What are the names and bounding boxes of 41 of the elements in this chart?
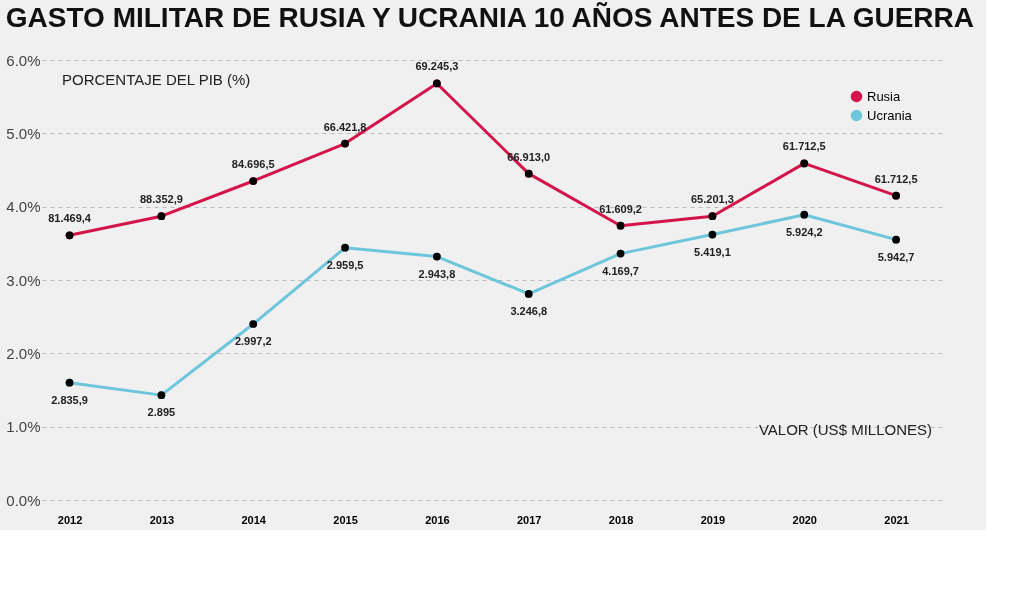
annotation: 4.169,7 [602,264,639,277]
x-tick-label: 2013 [149,513,175,526]
annotation: 88.352,9 [139,193,183,206]
x-tick-label: 2021 [884,513,909,526]
x-tick-label: 2016 [425,513,450,526]
legend-label: Ucrania [867,107,913,123]
annotation: 2.997,2 [234,335,272,347]
x-tick-label: 2017 [516,513,542,526]
annotation: 65.201,3 [690,193,734,206]
annotation: VALOR (US$ MILLONES) [758,421,932,438]
annotation: 2.895 [147,406,176,419]
y-axis-title: PORCENTAJE DEL PIB (%) [62,71,251,88]
y-tick-label: 1.0% [6,418,41,436]
y-tick-label: 2.0% [6,344,41,362]
annotation: 5.924,2 [785,225,823,238]
annotation: 81.469,4 [48,212,92,225]
legend-label: Rusia [867,88,902,104]
annotation: 2.943,8 [418,267,456,280]
y-tick-label: 5.0% [6,124,41,142]
annotation: 5.419,1 [694,245,731,258]
x-tick-label: 2019 [700,513,726,526]
annotation: 5.942,7 [877,250,915,263]
x-tick-label: 2012 [57,513,83,526]
annotation: 61.712,5 [782,140,826,153]
annotation: 2.959,5 [326,258,364,271]
x-tick-label: 2014 [241,513,267,526]
annotation: 3.246,8 [510,304,548,317]
y-tick-label: 0.0% [6,491,41,509]
annotation: 61.712,5 [874,172,918,185]
annotation: 61.609,2 [599,202,642,215]
y-tick-label: 4.0% [6,198,41,216]
y-tick-label: 3.0% [6,271,41,289]
x-tick-label: 2015 [333,513,358,526]
chart-title: GASTO MILITAR DE RUSIA Y UCRANIA 10 AÑOS ANTES DE LA GUERRA [5,2,974,33]
annotation: 69.245,3 [415,60,459,73]
annotation: 84.696,5 [231,158,275,170]
x-tick-label: 2018 [608,513,634,526]
annotation: 2.835,9 [51,393,88,406]
annotation: 66.421,8 [323,120,367,133]
x-tick-label: 2020 [792,513,817,526]
y-tick-label: 6.0% [6,51,41,69]
